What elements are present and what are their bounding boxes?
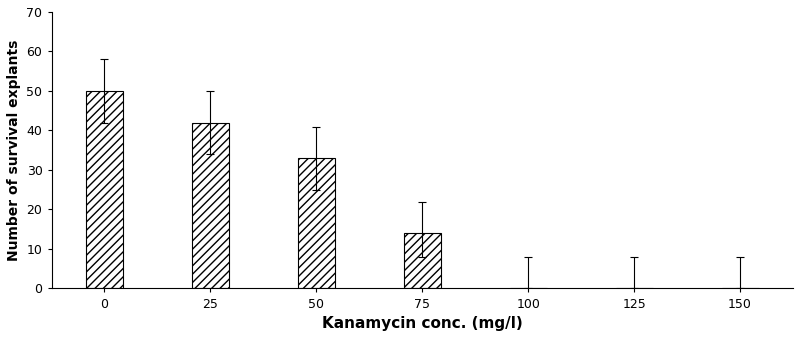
Bar — [86, 91, 123, 288]
Bar — [298, 158, 335, 288]
Bar — [404, 233, 441, 288]
X-axis label: Kanamycin conc. (mg/l): Kanamycin conc. (mg/l) — [322, 316, 522, 331]
Y-axis label: Number of survival explants: Number of survival explants — [7, 40, 21, 261]
Bar — [192, 123, 229, 288]
